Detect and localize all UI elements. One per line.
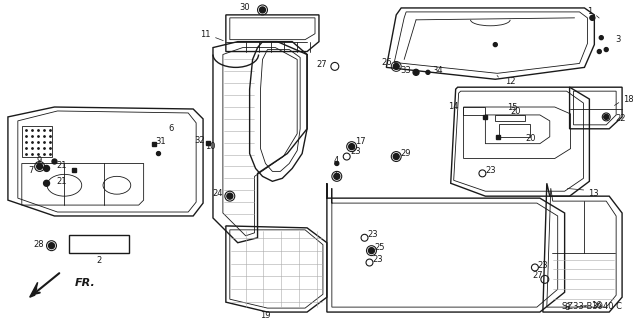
Text: 13: 13 <box>589 189 599 198</box>
Text: 3: 3 <box>615 35 620 44</box>
Circle shape <box>335 162 339 165</box>
Circle shape <box>599 36 603 40</box>
Circle shape <box>37 164 42 169</box>
Text: 20: 20 <box>510 108 521 116</box>
Text: 21: 21 <box>56 161 67 170</box>
Text: FR.: FR. <box>74 278 95 288</box>
Text: 2: 2 <box>96 256 102 265</box>
Circle shape <box>368 248 375 254</box>
Text: 16: 16 <box>591 300 602 310</box>
Circle shape <box>260 7 265 13</box>
Text: 18: 18 <box>623 95 633 104</box>
Text: 17: 17 <box>354 137 365 146</box>
Circle shape <box>156 152 161 156</box>
Circle shape <box>44 180 49 186</box>
Text: 21: 21 <box>56 177 67 186</box>
Circle shape <box>426 70 430 74</box>
Text: 33: 33 <box>400 66 411 75</box>
Text: 10: 10 <box>206 142 216 151</box>
Text: 7: 7 <box>28 166 34 175</box>
Circle shape <box>413 69 419 75</box>
Text: 23: 23 <box>372 255 383 264</box>
Circle shape <box>393 154 399 159</box>
Text: SZ33-B3940 C: SZ33-B3940 C <box>562 302 622 311</box>
Text: 6: 6 <box>168 124 174 133</box>
Text: 28: 28 <box>33 240 44 249</box>
Bar <box>206 141 210 145</box>
Text: 14: 14 <box>448 101 459 110</box>
Circle shape <box>605 48 608 52</box>
Text: 9: 9 <box>36 156 42 165</box>
Text: 23: 23 <box>486 166 496 175</box>
Text: 1: 1 <box>587 7 592 16</box>
Polygon shape <box>30 282 37 297</box>
Text: 22: 22 <box>615 114 625 124</box>
Text: 4: 4 <box>334 156 339 165</box>
Bar <box>496 135 500 139</box>
Text: 23: 23 <box>368 230 378 239</box>
Bar <box>484 115 487 119</box>
Text: 8: 8 <box>565 303 570 312</box>
Text: 29: 29 <box>400 149 411 158</box>
Circle shape <box>393 63 399 69</box>
Text: 20: 20 <box>525 134 536 143</box>
Text: 31: 31 <box>156 137 166 146</box>
Text: 19: 19 <box>260 310 271 320</box>
Circle shape <box>334 173 340 179</box>
Text: 15: 15 <box>507 102 518 111</box>
Circle shape <box>227 193 233 199</box>
Bar <box>72 168 76 172</box>
Circle shape <box>44 165 49 172</box>
Text: 26: 26 <box>382 58 392 67</box>
Text: 25: 25 <box>375 243 385 252</box>
Text: 23: 23 <box>351 147 361 156</box>
Text: 27: 27 <box>532 271 543 280</box>
Text: 27: 27 <box>316 60 327 69</box>
Circle shape <box>590 15 595 20</box>
Circle shape <box>349 144 354 150</box>
Circle shape <box>493 43 498 47</box>
Circle shape <box>604 115 609 119</box>
Text: 32: 32 <box>194 136 205 145</box>
Circle shape <box>598 50 601 53</box>
Text: 23: 23 <box>538 261 549 270</box>
Text: 30: 30 <box>239 4 249 12</box>
Text: 11: 11 <box>201 30 211 39</box>
Circle shape <box>49 243 54 249</box>
Text: 12: 12 <box>505 77 516 86</box>
Circle shape <box>52 159 57 164</box>
Text: 24: 24 <box>213 189 223 198</box>
Bar <box>151 142 156 146</box>
Text: 5: 5 <box>334 171 340 180</box>
Text: 34: 34 <box>432 66 442 75</box>
